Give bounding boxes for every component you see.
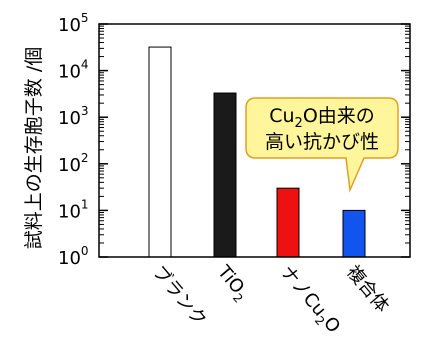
y-tick-label: 104	[58, 58, 89, 83]
callout-line2: 高い抗かび性	[265, 131, 379, 153]
y-ticks: 100 101 102 103 104 105	[58, 11, 410, 269]
x-tick-label-4: 複合体	[342, 262, 393, 317]
x-tick-label-2: TiO2	[210, 261, 253, 306]
y-tick-label: 102	[58, 151, 89, 176]
bar-3	[276, 187, 300, 258]
annotation-callout: Cu2O由来の 高い抗かび性	[245, 97, 399, 193]
bar-4	[342, 209, 366, 258]
plot-frame	[98, 23, 411, 258]
callout-line1-sub: 2	[295, 116, 303, 131]
callout-bubble	[245, 97, 399, 193]
y-tick-label: 101	[58, 197, 89, 222]
x-tick-label-3: ナノCu2O	[274, 262, 344, 339]
y-axis-label: 試料上の生存胞子数 /個	[23, 47, 45, 249]
callout-line1: Cu2O由来の	[269, 105, 375, 131]
y-tick-label: 105	[58, 11, 89, 36]
y-tick-label: 100	[58, 244, 89, 269]
bar-2	[213, 92, 237, 258]
bars	[148, 46, 366, 258]
y-tick-label: 103	[58, 104, 89, 129]
callout-line1-post: O由来の	[303, 105, 375, 127]
callout-line1-pre: Cu	[269, 105, 294, 127]
bar-1	[148, 46, 172, 258]
x-tick-label-1: ブランク	[148, 261, 211, 330]
